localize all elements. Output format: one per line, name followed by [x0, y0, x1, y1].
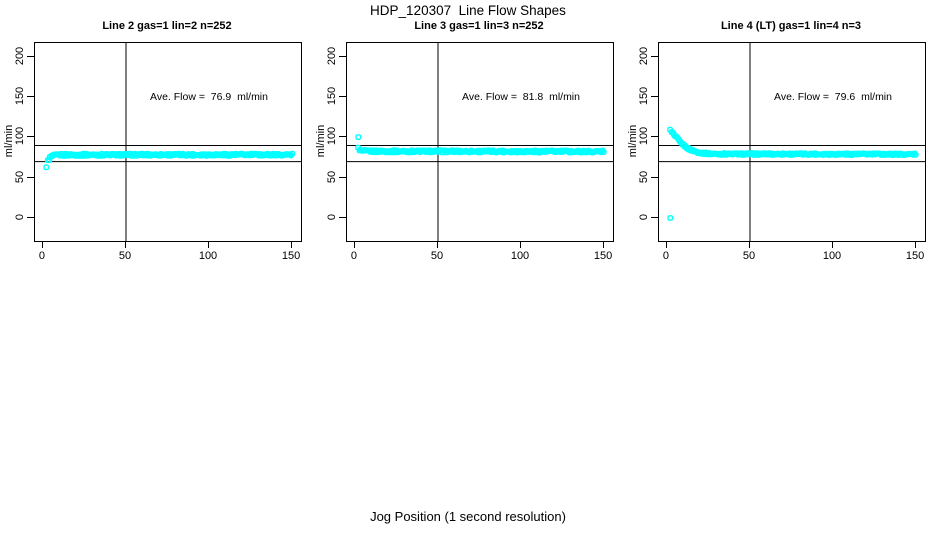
ave-flow-annotation: Ave. Flow = 79.6 ml/min — [774, 91, 892, 104]
data-point — [355, 134, 362, 140]
y-tick-mark — [339, 56, 346, 57]
y-tick-mark — [651, 216, 658, 218]
y-tick-mark — [339, 216, 346, 218]
panel-title: Line 3 gas=1 lin=3 n=252 — [414, 20, 544, 32]
x-tick-label: 150 — [905, 250, 925, 262]
y-tick-label: 100 — [326, 127, 338, 146]
plot-area: Ave. Flow = 81.8 ml/min — [346, 42, 614, 242]
y-tick-label: 0 — [638, 213, 650, 221]
y-tick-label: 100 — [14, 127, 26, 146]
x-tick-mark — [665, 241, 667, 248]
data-point — [667, 215, 674, 221]
y-tick-label: 50 — [14, 170, 26, 183]
x-tick-label: 50 — [742, 250, 756, 262]
x-tick-mark — [832, 241, 833, 248]
x-tick-mark — [353, 241, 355, 248]
x-tick-label: 50 — [430, 250, 444, 262]
y-tick-mark — [339, 176, 346, 178]
y-tick-label: 50 — [638, 170, 650, 183]
x-tick-mark — [436, 241, 438, 248]
y-tick-mark — [27, 56, 34, 57]
y-tick-mark — [27, 136, 34, 138]
panel-line4: Line 4 (LT) gas=1 lin=4 n=3 ml/min Ave. … — [624, 0, 936, 270]
data-point — [43, 164, 50, 171]
figure-title: HDP_120307 Line Flow Shapes — [370, 3, 566, 18]
data-point — [911, 150, 918, 157]
x-tick-mark — [41, 241, 43, 248]
plot-area: Ave. Flow = 79.6 ml/min — [658, 42, 926, 242]
y-tick-mark — [339, 96, 346, 98]
y-tick-mark — [339, 136, 346, 138]
data-point — [600, 149, 607, 155]
scatter-plot-svg — [659, 43, 925, 241]
data-point — [289, 150, 296, 157]
x-tick-label: 150 — [593, 250, 613, 262]
panel-line2: Line 2 gas=1 lin=2 n=252 ml/min Ave. Flo… — [0, 0, 312, 270]
y-tick-label: 200 — [638, 46, 650, 66]
scatter-plot-svg — [35, 43, 301, 241]
x-tick-label: 150 — [281, 250, 301, 262]
y-tick-mark — [651, 136, 658, 138]
x-tick-mark — [748, 241, 750, 248]
x-tick-mark — [291, 241, 293, 248]
y-tick-label: 0 — [326, 213, 338, 221]
y-tick-mark — [651, 176, 658, 178]
x-tick-label: 100 — [510, 250, 530, 262]
y-tick-label: 150 — [14, 87, 26, 106]
y-tick-label: 200 — [326, 46, 338, 66]
x-tick-label: 0 — [38, 250, 46, 262]
y-tick-mark — [27, 96, 34, 98]
x-tick-mark — [915, 241, 917, 248]
y-tick-mark — [27, 216, 34, 218]
x-tick-mark — [603, 241, 605, 248]
y-tick-mark — [651, 56, 658, 57]
y-tick-mark — [651, 96, 658, 98]
x-tick-label: 100 — [198, 250, 218, 262]
plot-area: Ave. Flow = 76.9 ml/min — [34, 42, 302, 242]
panel-line3: Line 3 gas=1 lin=3 n=252 ml/min Ave. Flo… — [312, 0, 624, 270]
ave-flow-annotation: Ave. Flow = 76.9 ml/min — [150, 91, 268, 104]
x-tick-label: 50 — [118, 250, 132, 262]
x-tick-mark — [124, 241, 126, 248]
y-tick-label: 0 — [14, 213, 26, 221]
x-tick-label: 100 — [822, 250, 842, 262]
y-tick-label: 150 — [638, 87, 650, 106]
x-tick-label: 0 — [662, 250, 670, 262]
y-tick-label: 150 — [326, 87, 338, 106]
x-tick-mark — [208, 241, 209, 248]
x-axis-title: Jog Position (1 second resolution) — [370, 509, 566, 524]
panel-title: Line 4 (LT) gas=1 lin=4 n=3 — [720, 20, 862, 32]
scatter-plot-svg — [347, 43, 613, 241]
x-tick-label: 0 — [350, 250, 358, 262]
ave-flow-annotation: Ave. Flow = 81.8 ml/min — [462, 91, 580, 104]
y-tick-mark — [27, 176, 34, 178]
x-tick-mark — [520, 241, 521, 248]
data-point — [912, 151, 919, 158]
y-tick-label: 200 — [14, 46, 26, 66]
y-tick-label: 100 — [638, 127, 650, 146]
y-tick-label: 50 — [326, 170, 338, 183]
panel-title: Line 2 gas=1 lin=2 n=252 — [102, 20, 232, 32]
